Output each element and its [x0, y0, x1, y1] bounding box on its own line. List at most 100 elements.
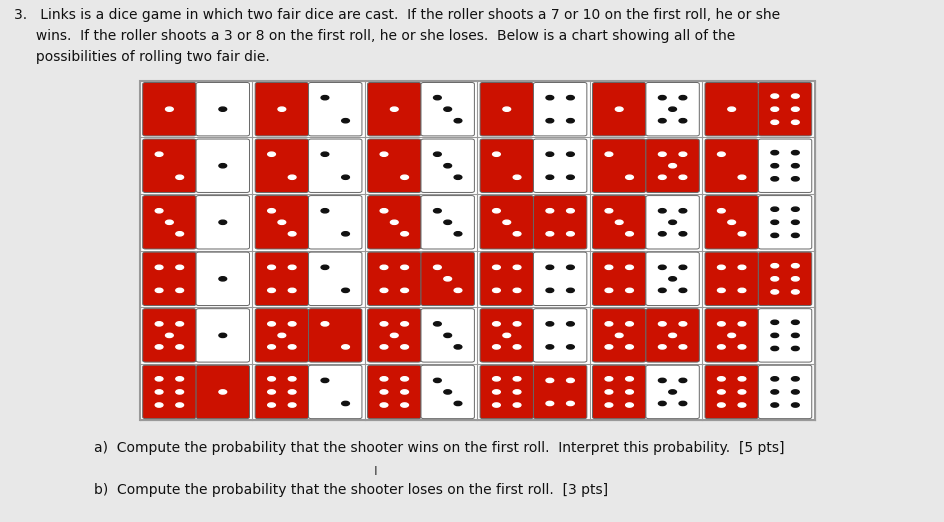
FancyBboxPatch shape	[420, 139, 474, 193]
FancyBboxPatch shape	[308, 252, 362, 305]
Circle shape	[791, 207, 799, 211]
Circle shape	[176, 322, 183, 326]
Circle shape	[716, 345, 724, 349]
Circle shape	[625, 345, 632, 349]
Circle shape	[379, 377, 387, 381]
Circle shape	[400, 232, 408, 236]
Circle shape	[791, 320, 799, 325]
Circle shape	[492, 403, 499, 407]
Circle shape	[566, 345, 574, 349]
Circle shape	[791, 403, 799, 407]
Circle shape	[400, 345, 408, 349]
Circle shape	[770, 233, 778, 238]
FancyBboxPatch shape	[308, 82, 362, 136]
Circle shape	[737, 265, 745, 269]
Circle shape	[658, 322, 666, 326]
FancyBboxPatch shape	[367, 82, 420, 136]
FancyBboxPatch shape	[143, 139, 196, 193]
Circle shape	[791, 290, 799, 294]
Circle shape	[566, 152, 574, 157]
Circle shape	[668, 163, 676, 168]
Circle shape	[546, 265, 553, 269]
FancyBboxPatch shape	[646, 252, 699, 305]
Circle shape	[454, 288, 462, 292]
Circle shape	[679, 209, 686, 213]
Circle shape	[155, 377, 162, 381]
Text: wins.  If the roller shoots a 3 or 8 on the first roll, he or she loses.  Below : wins. If the roller shoots a 3 or 8 on t…	[14, 29, 734, 43]
Circle shape	[433, 96, 441, 100]
Circle shape	[219, 277, 227, 281]
Circle shape	[444, 277, 451, 281]
Circle shape	[379, 390, 387, 394]
Circle shape	[492, 345, 499, 349]
Circle shape	[716, 322, 724, 326]
Circle shape	[770, 207, 778, 211]
Circle shape	[658, 175, 666, 180]
Circle shape	[770, 377, 778, 381]
FancyBboxPatch shape	[757, 309, 811, 362]
FancyBboxPatch shape	[143, 82, 196, 136]
FancyBboxPatch shape	[420, 252, 474, 305]
Circle shape	[176, 288, 183, 292]
FancyBboxPatch shape	[420, 365, 474, 419]
Circle shape	[444, 163, 451, 168]
Circle shape	[679, 118, 686, 123]
Circle shape	[770, 220, 778, 224]
Circle shape	[737, 322, 745, 326]
Circle shape	[770, 176, 778, 181]
Circle shape	[679, 378, 686, 383]
Circle shape	[513, 345, 520, 349]
Circle shape	[625, 322, 632, 326]
Circle shape	[513, 232, 520, 236]
Circle shape	[454, 345, 462, 349]
Circle shape	[546, 175, 553, 180]
Circle shape	[604, 209, 612, 213]
Circle shape	[679, 175, 686, 180]
Circle shape	[433, 378, 441, 383]
Circle shape	[433, 265, 441, 269]
FancyBboxPatch shape	[480, 309, 532, 362]
FancyBboxPatch shape	[480, 252, 532, 305]
Circle shape	[737, 288, 745, 292]
Circle shape	[770, 320, 778, 325]
Circle shape	[658, 232, 666, 236]
FancyBboxPatch shape	[196, 365, 249, 419]
Circle shape	[342, 345, 349, 349]
Circle shape	[321, 322, 329, 326]
Circle shape	[400, 288, 408, 292]
Circle shape	[668, 107, 676, 111]
Circle shape	[400, 265, 408, 269]
Circle shape	[454, 118, 462, 123]
Circle shape	[791, 163, 799, 168]
Circle shape	[791, 120, 799, 124]
Circle shape	[737, 232, 745, 236]
Circle shape	[155, 209, 162, 213]
FancyBboxPatch shape	[592, 365, 646, 419]
FancyBboxPatch shape	[255, 252, 308, 305]
Circle shape	[770, 264, 778, 268]
Circle shape	[770, 120, 778, 124]
Circle shape	[400, 322, 408, 326]
Circle shape	[321, 152, 329, 157]
Circle shape	[513, 288, 520, 292]
Circle shape	[791, 264, 799, 268]
Text: 3.   Links is a dice game in which two fair dice are cast.  If the roller shoots: 3. Links is a dice game in which two fai…	[14, 8, 780, 22]
FancyBboxPatch shape	[367, 365, 420, 419]
FancyBboxPatch shape	[592, 139, 646, 193]
Circle shape	[604, 377, 612, 381]
Circle shape	[679, 288, 686, 292]
Circle shape	[321, 378, 329, 383]
Circle shape	[267, 288, 275, 292]
FancyBboxPatch shape	[143, 309, 196, 362]
Circle shape	[165, 107, 173, 111]
Circle shape	[770, 163, 778, 168]
Circle shape	[668, 390, 676, 394]
Circle shape	[492, 390, 499, 394]
FancyBboxPatch shape	[532, 252, 586, 305]
Circle shape	[791, 390, 799, 394]
Circle shape	[737, 345, 745, 349]
Circle shape	[716, 403, 724, 407]
FancyBboxPatch shape	[704, 252, 757, 305]
Circle shape	[658, 378, 666, 383]
Circle shape	[379, 322, 387, 326]
